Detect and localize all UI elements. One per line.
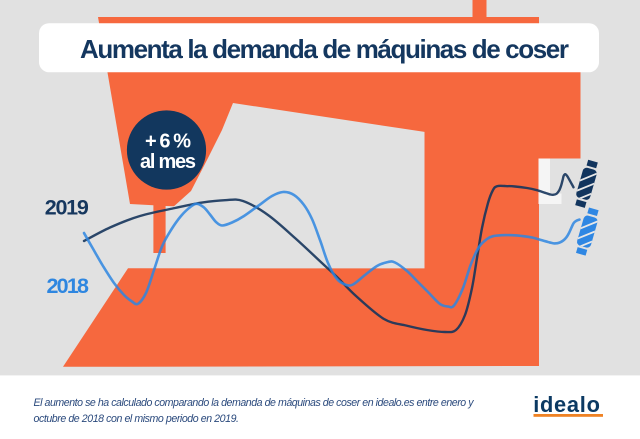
svg-text:idealo: idealo: [533, 392, 601, 417]
svg-text:2019: 2019: [45, 196, 89, 220]
svg-text:octubre de 2018 con el mismo p: octubre de 2018 con el mismo periodo en …: [34, 413, 240, 425]
svg-text:2018: 2018: [47, 274, 90, 298]
svg-text:+ 6 %: + 6 %: [145, 131, 191, 153]
svg-text:al mes: al mes: [140, 151, 196, 173]
svg-text:El aumento se ha calculado com: El aumento se ha calculado comparando la…: [34, 397, 475, 409]
svg-text:Aumenta la demanda de máquinas: Aumenta la demanda de máquinas de coser: [80, 34, 569, 64]
